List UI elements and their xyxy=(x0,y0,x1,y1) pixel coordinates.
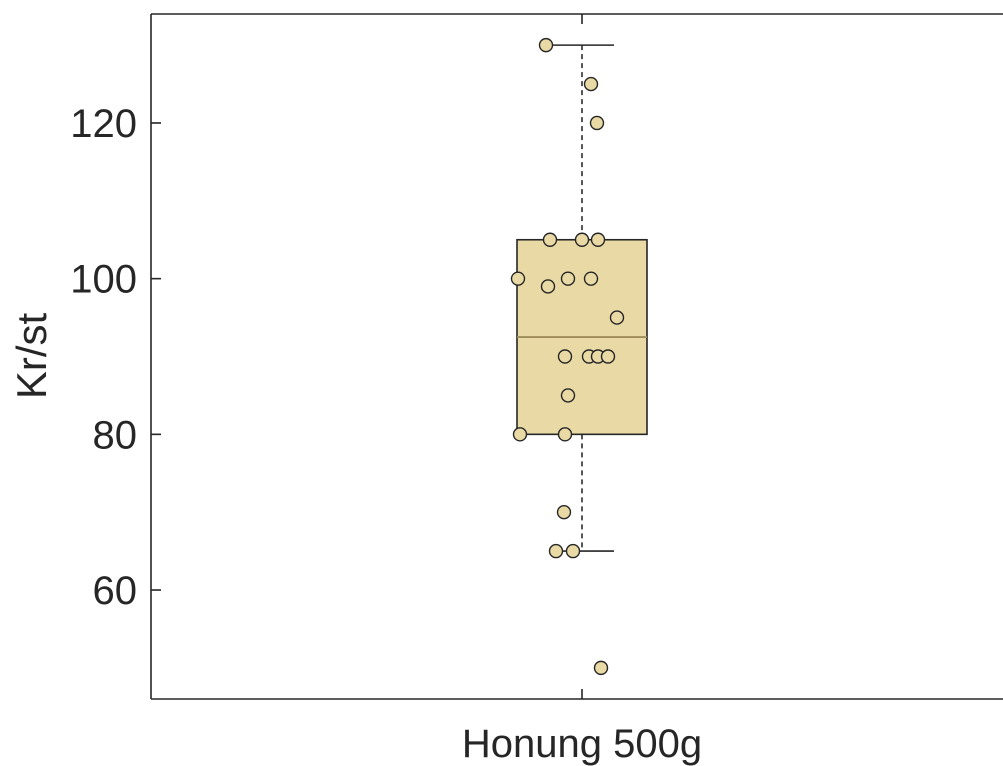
y-tick-label: 80 xyxy=(93,413,138,457)
data-point xyxy=(567,545,580,558)
data-point xyxy=(576,233,589,246)
data-point xyxy=(602,350,615,363)
data-point xyxy=(540,39,553,52)
data-point xyxy=(544,233,557,246)
data-point xyxy=(585,78,598,91)
data-point xyxy=(591,116,604,129)
data-point xyxy=(611,311,624,324)
data-point xyxy=(559,428,572,441)
x-tick-label: Honung 500g xyxy=(462,722,702,766)
y-axis-label: Kr/st xyxy=(8,313,55,400)
data-point xyxy=(559,350,572,363)
data-point xyxy=(542,280,555,293)
data-point xyxy=(562,272,575,285)
y-tick-label: 100 xyxy=(70,258,137,302)
data-point xyxy=(512,272,525,285)
data-point xyxy=(562,389,575,402)
data-point xyxy=(514,428,527,441)
y-tick-label: 120 xyxy=(70,102,137,146)
data-point xyxy=(585,272,598,285)
data-point xyxy=(558,506,571,519)
y-tick-label: 60 xyxy=(93,569,138,613)
data-point xyxy=(592,233,605,246)
data-point xyxy=(550,545,563,558)
data-point xyxy=(595,661,608,674)
